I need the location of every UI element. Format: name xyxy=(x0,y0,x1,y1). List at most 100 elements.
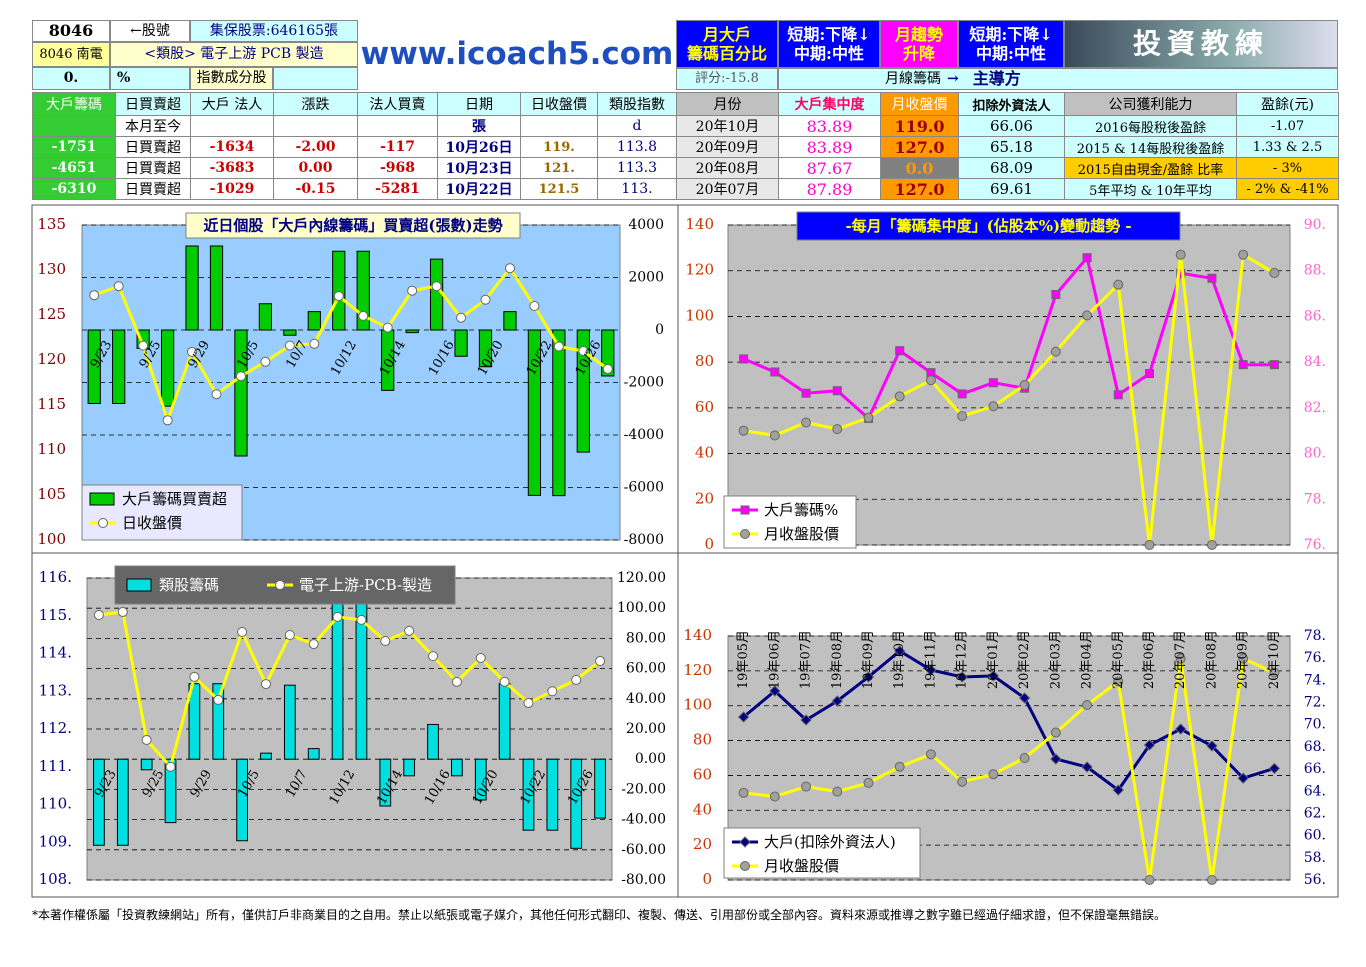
point-marker xyxy=(770,367,780,377)
point-marker xyxy=(832,386,842,396)
point-marker xyxy=(894,645,906,657)
table-cell: -1751 xyxy=(32,136,116,158)
column-header: 大戶集中度 xyxy=(778,92,881,116)
point-marker xyxy=(864,413,873,423)
point-marker xyxy=(863,412,874,423)
bar xyxy=(527,329,542,496)
table-cell: - 2% & -41% xyxy=(1236,178,1339,200)
y-tick-label: 130 xyxy=(37,260,66,278)
table-cell: 69.61 xyxy=(958,178,1065,200)
point-marker xyxy=(380,636,391,647)
legend-label: 月收盤股價 xyxy=(764,525,839,543)
series-line xyxy=(93,265,609,425)
table-cell: d xyxy=(597,115,677,137)
y2-tick-label: 68. xyxy=(1304,739,1326,755)
point-marker xyxy=(117,606,128,617)
column-header: 大戶籌碼 xyxy=(32,92,116,116)
legend-label: 大戶籌碼買賣超 xyxy=(122,490,227,508)
table-cell: 68.09 xyxy=(958,157,1065,179)
y2-tick-label: -20.00 xyxy=(621,781,666,797)
table-cell: 119.0 xyxy=(880,115,959,137)
x-tick-label: 10/26 xyxy=(565,767,597,807)
bar xyxy=(209,245,224,331)
table-cell: 2016每股稅後盈餘 xyxy=(1064,115,1237,137)
point-marker xyxy=(284,340,295,351)
x-tick-label: 10/12 xyxy=(328,338,360,378)
blank-cell xyxy=(273,67,358,90)
y2-tick-label: 82. xyxy=(1304,400,1326,416)
x-tick-label: 9/29 xyxy=(186,338,214,371)
series-line xyxy=(743,254,1275,421)
point-marker xyxy=(1175,723,1187,735)
x-tick-label: 20年04月 xyxy=(1080,630,1095,689)
table-cell: 87.67 xyxy=(778,157,881,179)
point-marker xyxy=(988,769,999,780)
y2-tick-label: 66. xyxy=(1304,761,1326,777)
bar xyxy=(212,683,225,760)
bar xyxy=(474,758,487,801)
point-marker xyxy=(1175,249,1186,260)
point-marker xyxy=(407,285,418,296)
bar xyxy=(552,329,566,497)
trend-line: 中期:中性 xyxy=(794,44,864,63)
y2-tick-label: 60.00 xyxy=(626,661,666,677)
y-tick-label: 20 xyxy=(693,835,712,853)
table-cell: 10月23日 xyxy=(437,157,521,179)
series-line xyxy=(98,610,602,770)
y-tick-label: 110 xyxy=(37,440,66,458)
bar xyxy=(112,329,126,404)
pct: 0. xyxy=(32,67,110,90)
point-marker xyxy=(957,389,967,399)
point-marker xyxy=(1268,762,1281,775)
point-marker xyxy=(1175,653,1186,664)
y-tick-label: 20 xyxy=(695,489,714,507)
bar xyxy=(185,245,199,331)
plot-area xyxy=(727,635,1291,881)
x-tick-label: 10/14 xyxy=(377,338,409,378)
y-tick-label: 110. xyxy=(39,795,72,813)
y2-tick-label: 60. xyxy=(1304,828,1326,844)
point-marker xyxy=(451,676,462,687)
plot-area xyxy=(86,577,613,881)
x-tick-label: 9/25 xyxy=(140,767,168,800)
bar xyxy=(283,329,297,336)
x-tick-label: 9/25 xyxy=(137,338,165,371)
y-tick-label: 113. xyxy=(39,681,72,699)
trend-line: 短期:下降↓ xyxy=(969,24,1053,44)
point-marker xyxy=(1082,310,1093,321)
legend-marker xyxy=(740,505,750,515)
table-cell xyxy=(273,115,358,137)
y2-tick-label: -4000 xyxy=(624,427,664,443)
y-tick-label: 112. xyxy=(39,719,72,737)
sector: <類股> 電子上游 PCB 製造 xyxy=(110,42,358,67)
column-header: 日期 xyxy=(437,92,521,116)
point-marker xyxy=(801,781,812,792)
column-header: 日收盤價 xyxy=(520,92,598,116)
point-marker xyxy=(1113,676,1124,687)
big-holder-box: 月大戶 籌碼百分比 xyxy=(676,20,778,68)
point-marker xyxy=(738,425,749,436)
table-cell: 83.89 xyxy=(778,136,881,158)
x-tick-label: 20年03月 xyxy=(1048,630,1063,689)
y-tick-label: 80 xyxy=(695,352,714,370)
y-tick-label: 60 xyxy=(695,398,714,416)
y2-tick-label: -2000 xyxy=(624,375,664,391)
bar xyxy=(429,258,444,331)
chart-title: 近日個股「大戶內線籌碼」買賣超(張數)走勢 xyxy=(203,217,502,235)
legend-marker xyxy=(740,529,750,539)
point-marker xyxy=(237,626,248,637)
y2-tick-label: 88. xyxy=(1304,263,1326,279)
y-tick-label: 125 xyxy=(37,305,66,323)
point-marker xyxy=(1019,380,1030,390)
y2-tick-label: 74. xyxy=(1304,672,1326,688)
y2-tick-label: -80.00 xyxy=(621,872,666,888)
point-marker xyxy=(523,697,534,708)
bar xyxy=(160,329,175,407)
x-tick-label: 19年05月 xyxy=(736,630,751,689)
y-tick-label: 100 xyxy=(683,696,712,714)
point-marker xyxy=(832,786,843,797)
point-marker xyxy=(769,791,780,802)
point-marker xyxy=(356,614,367,625)
table-cell: 20年10月 xyxy=(676,115,779,137)
